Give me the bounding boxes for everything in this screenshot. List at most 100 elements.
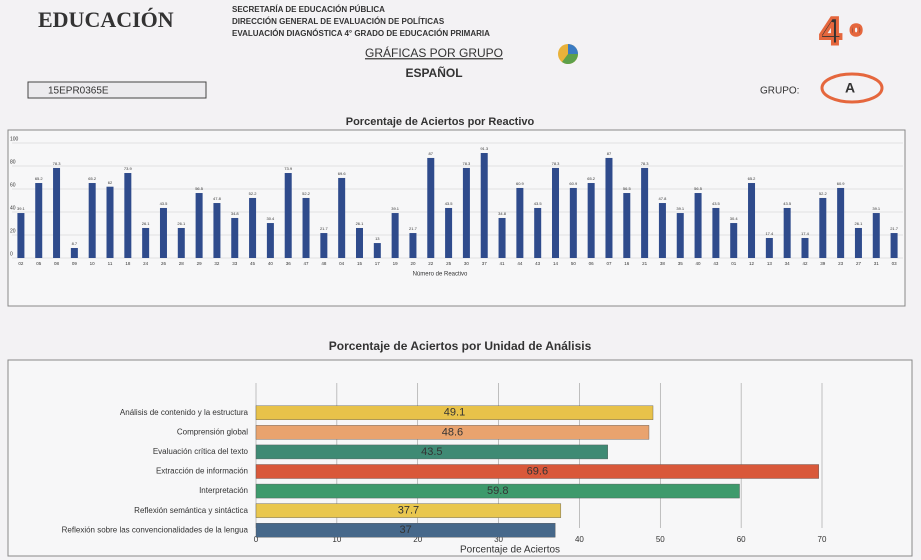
bar (303, 198, 310, 258)
x-tick-label: 07 (606, 261, 612, 266)
bar (338, 178, 345, 258)
x-tick-label: 18 (125, 261, 131, 266)
bar (481, 153, 488, 258)
bar (641, 168, 648, 258)
x-tick-label: 20 (410, 261, 416, 266)
x-tick-label: 38 (660, 261, 666, 266)
value-label: 43.5 (421, 446, 442, 458)
bar (249, 198, 256, 258)
bar (160, 208, 167, 258)
x-tick-label: 29 (197, 261, 203, 266)
bar (784, 208, 791, 258)
x-tick-label: 39 (820, 261, 826, 266)
x-tick-label: 12 (749, 261, 755, 266)
bar (409, 233, 416, 258)
subject: ESPAÑOL (405, 65, 462, 80)
value-label: 87 (429, 151, 434, 156)
bar (623, 193, 630, 258)
bar (89, 183, 96, 258)
value-label: 21.7 (409, 226, 418, 231)
bar (570, 188, 577, 258)
grade-suffix: o (850, 18, 862, 40)
x-tick-label: 43 (713, 261, 719, 266)
bar (35, 183, 42, 258)
y-tick-label: 100 (10, 136, 19, 142)
x-tick-label: 22 (428, 261, 434, 266)
value-label: 17.4 (765, 231, 774, 236)
value-label: 43.5 (160, 201, 169, 206)
value-label: 47.8 (213, 196, 222, 201)
bar (659, 203, 666, 258)
value-label: 37 (399, 524, 411, 536)
value-label: 60.9 (569, 181, 578, 186)
bar (801, 238, 808, 258)
value-label: 13 (375, 236, 380, 241)
x-tick-label: 50 (656, 535, 665, 544)
value-label: 34.8 (231, 211, 240, 216)
bar (356, 228, 363, 258)
x-axis-label: Número de Reactivo (413, 272, 468, 278)
value-label: 8.7 (72, 241, 78, 246)
bar (71, 248, 78, 258)
x-tick-label: 27 (856, 261, 862, 266)
value-label: 43.5 (445, 201, 454, 206)
value-label: 21.7 (890, 226, 899, 231)
x-tick-label: 08 (54, 261, 60, 266)
x-tick-label: 36 (286, 261, 292, 266)
bar (17, 213, 24, 258)
value-label: 43.5 (712, 201, 721, 206)
x-tick-label: 13 (767, 261, 773, 266)
y-tick-label: 0 (10, 251, 13, 257)
x-tick-label: 50 (571, 261, 577, 266)
value-label: 34.8 (498, 211, 507, 216)
category-label: Análisis de contenido y la estructura (120, 408, 249, 417)
bar (374, 243, 381, 258)
value-label: 21.7 (320, 226, 329, 231)
grade: 4 (820, 11, 841, 53)
x-tick-label: 42 (802, 261, 808, 266)
value-label: 78.3 (641, 161, 650, 166)
x-tick-label: 47 (304, 261, 310, 266)
value-label: 56.5 (694, 186, 703, 191)
x-tick-label: 03 (892, 261, 898, 266)
bar (516, 188, 523, 258)
category-label: Comprensión global (177, 427, 248, 436)
value-label: 37.7 (398, 505, 419, 517)
value-label: 78.3 (53, 161, 62, 166)
x-tick-label: 32 (214, 261, 220, 266)
value-label: 48.6 (442, 426, 463, 438)
value-label: 69.6 (527, 465, 548, 477)
chart-panel (8, 130, 905, 306)
x-tick-label: 40 (268, 261, 274, 266)
x-tick-label: 16 (624, 261, 630, 266)
x-tick-label: 01 (731, 261, 737, 266)
chart-title: Porcentaje de Aciertos por Reactivo (346, 116, 535, 128)
value-label: 39.1 (17, 206, 26, 211)
value-label: 69.6 (338, 171, 347, 176)
x-tick-label: 40 (696, 261, 702, 266)
x-tick-label: 35 (678, 261, 684, 266)
y-tick-label: 80 (10, 159, 16, 165)
value-label: 78.3 (552, 161, 561, 166)
value-label: 26.1 (177, 221, 186, 226)
x-tick-label: 25 (446, 261, 452, 266)
bar (499, 218, 506, 258)
bar (285, 173, 292, 258)
value-label: 39.1 (676, 206, 685, 211)
x-tick-label: 19 (393, 261, 399, 266)
link[interactable]: GRÁFICAS POR GRUPO (365, 45, 503, 60)
value-label: 78.3 (463, 161, 472, 166)
chart-title: Porcentaje de Aciertos por Unidad de Aná… (329, 339, 592, 353)
bar (837, 188, 844, 258)
x-tick-label: 11 (108, 261, 113, 266)
x-tick-label: 15 (357, 261, 363, 266)
category-label: Reflexión semántica y sintáctica (134, 506, 248, 515)
value-label: 65.2 (748, 176, 757, 181)
bar (552, 168, 559, 258)
x-tick-label: 70 (818, 535, 827, 544)
x-tick-label: 31 (874, 261, 880, 266)
bar (320, 233, 327, 258)
bar (392, 213, 399, 258)
x-axis-label: Porcentaje de Aciertos (460, 545, 560, 556)
value-label: 65.2 (35, 176, 44, 181)
